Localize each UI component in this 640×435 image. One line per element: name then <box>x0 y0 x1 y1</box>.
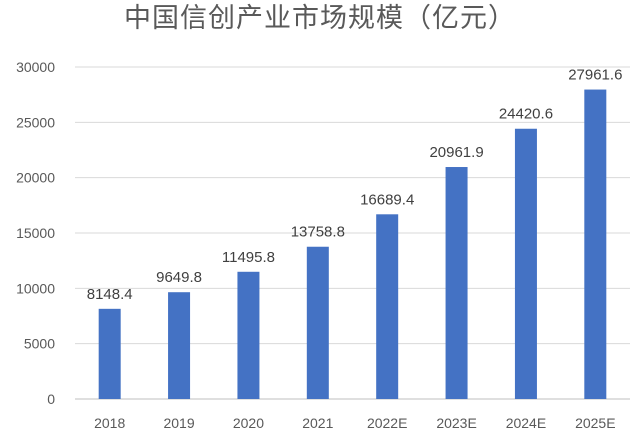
data-label: 8148.4 <box>87 286 133 303</box>
gridlines <box>75 66 630 400</box>
y-tick-label: 0 <box>47 391 55 407</box>
x-tick-label: 2023E <box>436 415 476 431</box>
x-tick-label: 2025E <box>575 415 615 431</box>
data-label: 11495.8 <box>222 249 275 266</box>
y-tick-label: 30000 <box>16 59 55 75</box>
y-tick-label: 5000 <box>24 336 55 352</box>
data-label: 24420.6 <box>499 106 553 123</box>
data-label: 16689.4 <box>360 191 414 208</box>
x-tick-label: 2022E <box>367 415 407 431</box>
bar <box>584 89 607 400</box>
y-tick-label: 10000 <box>16 280 55 296</box>
x-tick-label: 2019 <box>163 415 194 431</box>
data-label: 9649.8 <box>156 269 202 286</box>
bar <box>376 214 399 399</box>
y-tick-label: 25000 <box>16 114 55 130</box>
x-tick-label: 2021 <box>302 415 333 431</box>
data-label: 27961.6 <box>568 67 622 84</box>
bar <box>306 246 329 399</box>
bar <box>237 271 260 399</box>
x-axis-ticks: 2018 2019 2020 2021 2022E 2023E 2024E 2025E <box>94 415 615 431</box>
bar <box>445 167 468 399</box>
y-tick-label: 15000 <box>16 225 55 241</box>
bar <box>168 292 191 399</box>
y-axis-ticks: 0 5000 10000 15000 20000 25000 30000 <box>16 59 55 407</box>
chart-title: 中国信创产业市场规模（亿元） <box>124 3 516 34</box>
bar <box>514 128 537 399</box>
bar <box>98 308 121 399</box>
x-tick-label: 2024E <box>506 415 546 431</box>
data-labels: 8148.4 9649.8 11495.8 13758.8 16689.4 20961.9… <box>87 67 623 303</box>
data-label: 20961.9 <box>429 144 483 161</box>
x-tick-label: 2020 <box>233 415 264 431</box>
data-label: 13758.8 <box>291 224 345 241</box>
y-tick-label: 20000 <box>16 170 55 186</box>
bars <box>98 89 607 400</box>
x-tick-label: 2018 <box>94 415 125 431</box>
